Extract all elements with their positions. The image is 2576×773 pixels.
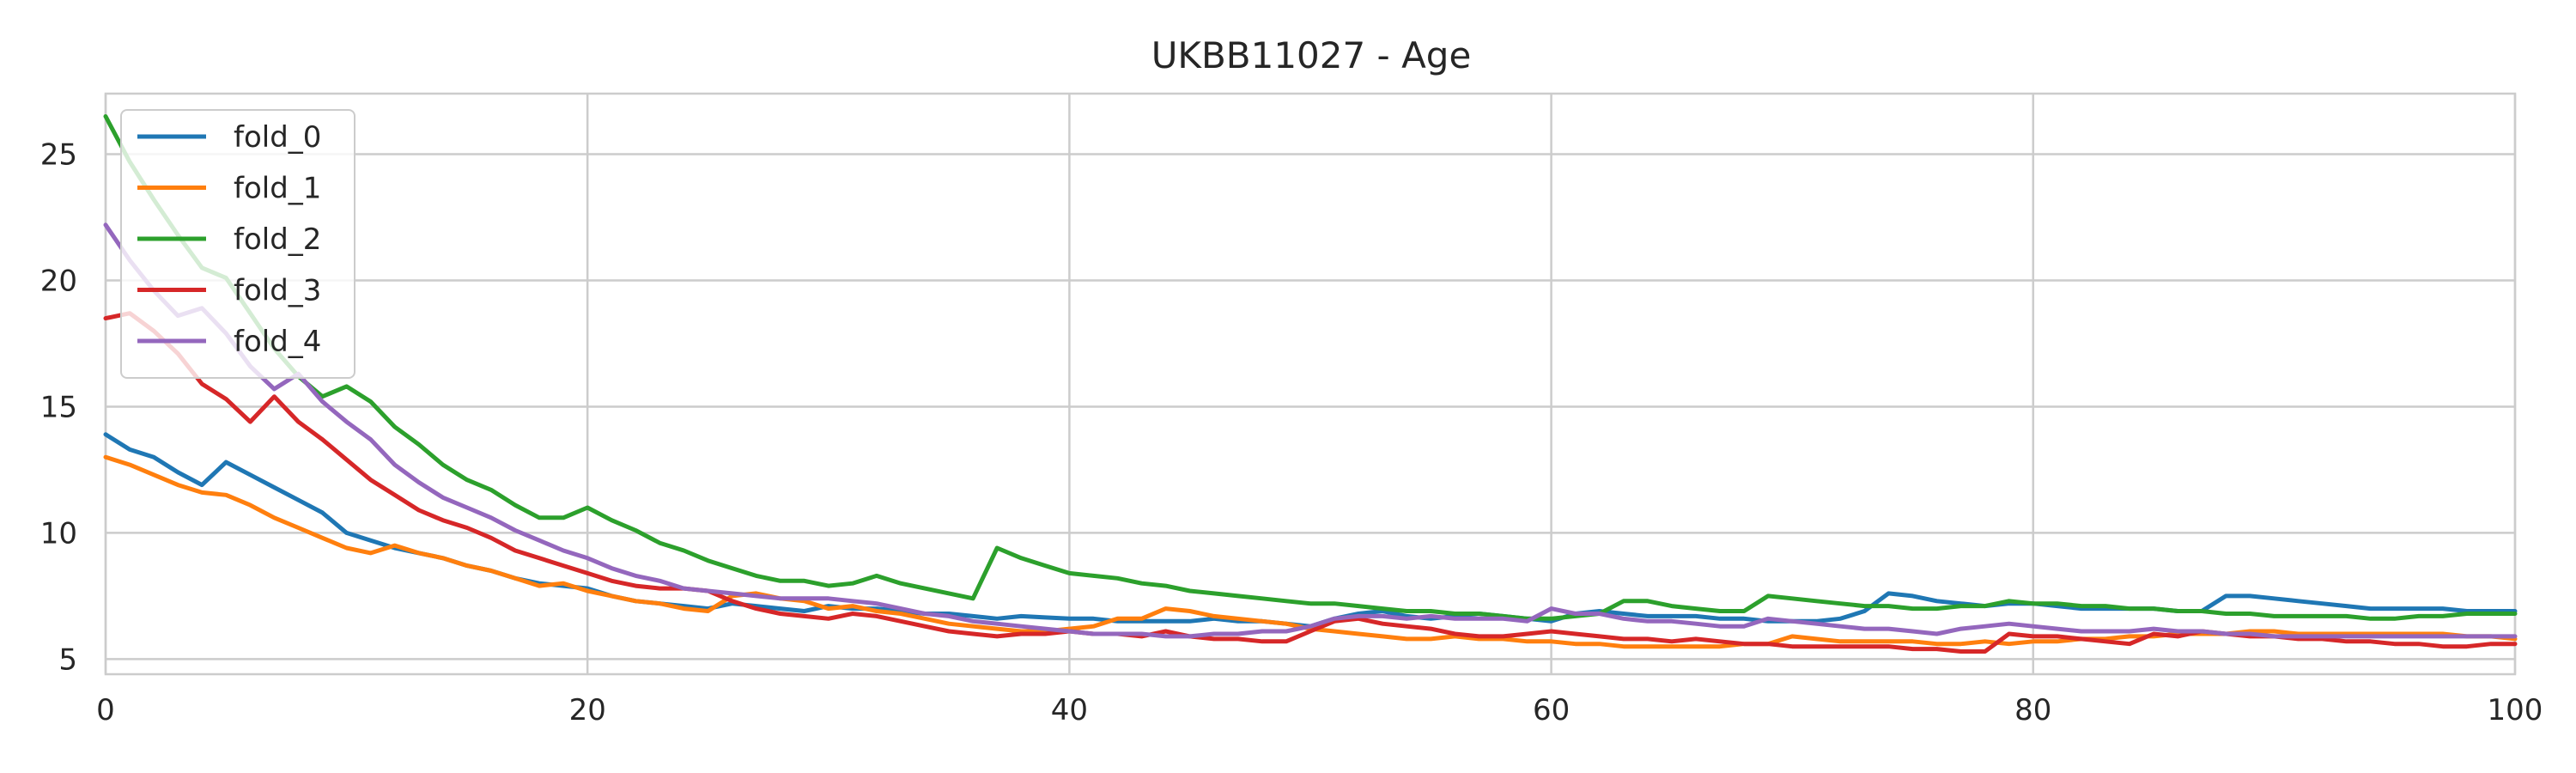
series-line-fold-2 (103, 114, 2518, 621)
series-line-fold-3 (103, 311, 2518, 654)
y-tick-label: 20 (40, 264, 77, 298)
legend-label-fold-1: fold_1 (234, 172, 321, 206)
legend-label-fold-2: fold_2 (234, 222, 321, 257)
legend-label-fold-4: fold_4 (234, 325, 321, 359)
x-axis-tick-labels: 0 20 40 60 80 100 (96, 693, 2543, 727)
legend-box (120, 109, 355, 379)
legend-entries: fold_0 fold_1 fold_2 fold_3 fold_4 (137, 120, 321, 359)
series-line-fold-4 (103, 222, 2518, 639)
y-tick-label: 15 (40, 390, 77, 424)
legend: fold_0 fold_1 fold_2 fold_3 fold_4 (120, 109, 355, 379)
y-gridlines (106, 153, 2515, 660)
legend-label-fold-0: fold_0 (234, 120, 321, 155)
legend-label-fold-3: fold_3 (234, 274, 321, 308)
y-tick-label: 5 (58, 642, 77, 677)
chart-title: UKBB11027 - Age (1151, 34, 1472, 76)
x-tick-label: 60 (1533, 693, 1570, 727)
x-tick-label: 40 (1051, 693, 1088, 727)
y-axis-tick-labels: 5 10 15 20 25 (40, 138, 77, 678)
series-lines (103, 114, 2518, 654)
x-tick-label: 0 (96, 693, 115, 727)
plot-frame (104, 92, 2517, 676)
x-tick-label: 80 (2014, 693, 2051, 727)
y-tick-label: 25 (40, 138, 77, 173)
y-tick-label: 10 (40, 516, 77, 551)
series-line-fold-1 (103, 454, 2518, 649)
x-tick-label: 20 (569, 693, 606, 727)
x-tick-label: 100 (2488, 693, 2543, 727)
